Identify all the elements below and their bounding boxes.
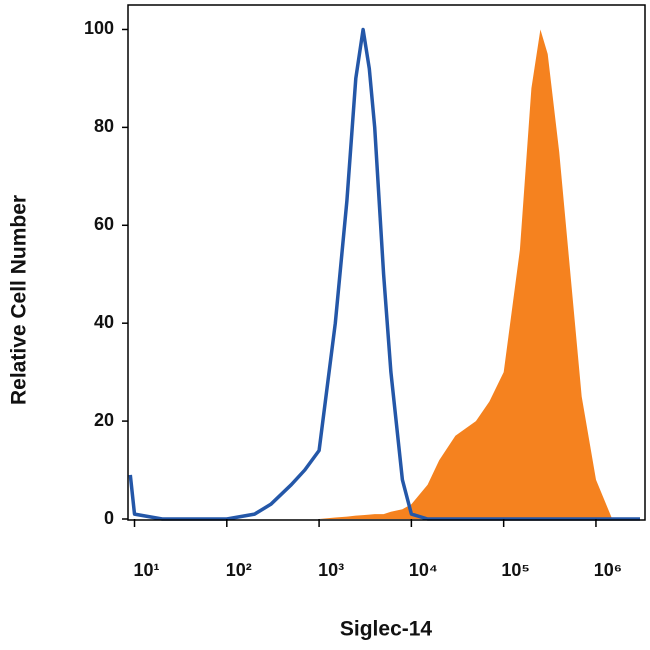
y-tick-label: 0 [104,508,114,528]
y-tick-label: 100 [84,18,114,38]
x-tick-label: 10² [226,560,252,580]
y-tick-label: 60 [94,214,114,234]
histogram-line [128,27,640,521]
y-tick-label: 80 [94,116,114,136]
x-tick-label: 10⁵ [501,560,529,580]
x-tick-label: 10³ [318,560,344,580]
x-tick-label: 10⁴ [409,560,438,580]
plot-frame [127,4,646,521]
y-tick-label: 20 [94,410,114,430]
x-axis-title: Siglec-14 [340,618,433,641]
histogram-area [130,29,641,519]
x-tick-label: 10⁶ [594,560,622,580]
y-axis-title: Relative Cell Number [8,195,31,405]
y-tick-label: 40 [94,312,114,332]
x-tick-label: 10¹ [134,560,160,580]
